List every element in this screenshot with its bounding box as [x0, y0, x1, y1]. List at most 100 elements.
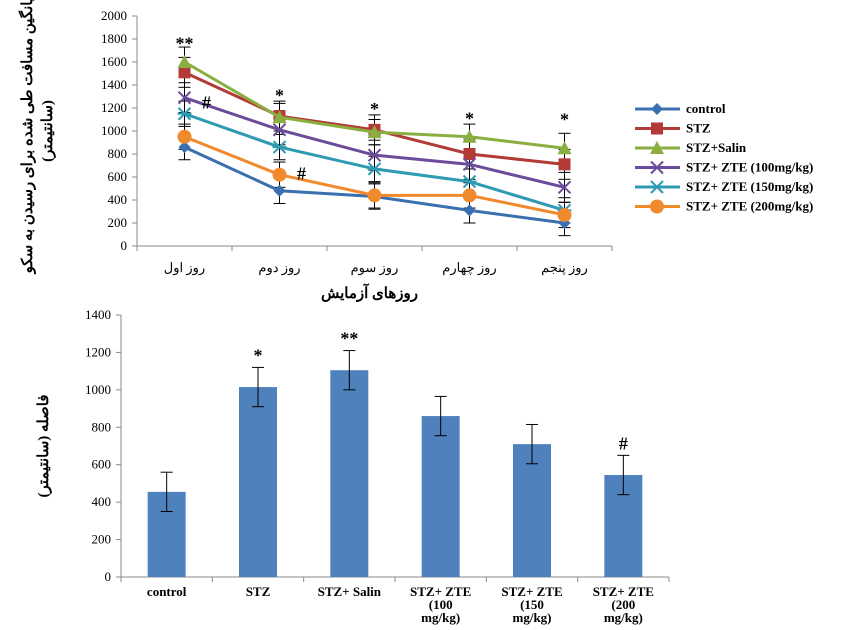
- data-point: [177, 107, 192, 121]
- x-tick-label: روز دوم: [258, 260, 300, 276]
- legend-item: control: [635, 101, 726, 116]
- x-tick-label: mg/kg): [421, 610, 460, 625]
- significance-marker: #: [619, 433, 628, 453]
- x-tick-label: STZ+ ZTE: [410, 584, 471, 599]
- x-tick-label: (150: [520, 597, 544, 612]
- y-tick-label: 200: [92, 532, 112, 547]
- significance-marker: #: [202, 92, 211, 112]
- y-tick-label: 1400: [101, 77, 127, 92]
- y-tick-label: 200: [108, 215, 128, 230]
- x-tick-label: روز سوم: [351, 260, 399, 276]
- y-tick-label: 1800: [101, 31, 127, 46]
- y-tick-label: 1600: [101, 54, 127, 69]
- legend-label: control: [686, 101, 726, 116]
- data-point: [651, 122, 663, 135]
- y-axis-title-text: فاصله (سانتیمتر): [36, 394, 52, 497]
- significance-marker: *: [465, 108, 474, 128]
- significance-marker: *: [275, 85, 284, 105]
- data-point: [177, 90, 192, 105]
- significance-marker: **: [176, 34, 194, 54]
- data-point: [272, 167, 287, 182]
- y-tick-label: 800: [108, 146, 128, 161]
- data-point: [273, 184, 286, 197]
- y-tick-label: 1000: [85, 382, 111, 397]
- data-point: [557, 141, 572, 155]
- x-tick-label: control: [147, 584, 187, 599]
- y-axis-title: فاصله (سانتیمتر): [36, 394, 52, 497]
- x-tick-label: mg/kg): [604, 610, 643, 625]
- y-tick-label: 1200: [101, 100, 127, 115]
- data-point-stroke: [462, 157, 477, 172]
- data-point: [650, 141, 664, 154]
- data-point: [367, 148, 382, 162]
- y-axis-title-line: (سانتیمتر): [40, 100, 56, 162]
- series: [177, 90, 572, 195]
- x-tick-label: STZ+ Salin: [318, 584, 382, 599]
- y-tick-label: 1200: [85, 344, 111, 359]
- data-point: [650, 180, 664, 194]
- data-point: [178, 141, 191, 154]
- x-tick-label: روز اول: [164, 260, 205, 276]
- data-point: [462, 174, 477, 189]
- line-chart: 0 200 400 600 800 1000 1200 1400 1600 1800 2000 روز…: [18, 0, 813, 302]
- legend-label: STZ+ ZTE (200mg/kg): [686, 199, 813, 214]
- data-point-stroke: [557, 180, 572, 195]
- bar: [330, 370, 369, 577]
- data-point: [177, 55, 192, 68]
- data-point: [462, 157, 477, 172]
- significance-marker: *: [560, 110, 569, 130]
- x-tick-label: STZ+ ZTE: [593, 584, 654, 599]
- data-point: [650, 199, 664, 214]
- legend-label: STZ+Salin: [686, 140, 747, 155]
- legend-item: STZ+ ZTE (150mg/kg): [635, 179, 813, 194]
- x-axis-title: روزهای آزمایش: [321, 283, 418, 302]
- x-tick-label: STZ+ ZTE: [501, 584, 562, 599]
- y-tick-label: 400: [108, 192, 128, 207]
- bar: [513, 444, 551, 577]
- series: [177, 55, 572, 155]
- data-point: [557, 180, 572, 195]
- bar: [421, 416, 460, 577]
- data-point: [367, 188, 382, 203]
- y-axis-title-line: میانگین مسافت طی شده برای رسیدن به سکو: [18, 0, 36, 274]
- y-axis-title: میانگین مسافت طی شده برای رسیدن به سکو (س…: [18, 0, 56, 274]
- bar-chart: 0 200 400 600 800 1000 1200 1400 فاصله (سانتیمتر…: [36, 307, 670, 625]
- y-tick-label: 0: [105, 569, 112, 584]
- data-point-stroke: [272, 123, 287, 137]
- y-tick-label: 400: [92, 494, 112, 509]
- data-point: [462, 188, 477, 203]
- data-point: [463, 204, 476, 217]
- data-point: [177, 129, 192, 144]
- y-tick-label: 1400: [85, 307, 111, 322]
- x-tick-label: (100: [429, 597, 453, 612]
- legend-item: STZ+Salin: [635, 140, 747, 155]
- legend-label: STZ+ ZTE (150mg/kg): [686, 179, 813, 194]
- significance-marker: *: [254, 345, 263, 365]
- y-tick-label: 800: [92, 419, 112, 434]
- data-point-stroke: [650, 160, 664, 175]
- data-point: [272, 140, 287, 154]
- data-point: [557, 207, 572, 222]
- legend-item: STZ: [635, 121, 711, 136]
- series: [177, 129, 572, 222]
- legend-label: STZ+ ZTE (100mg/kg): [686, 160, 813, 175]
- x-tick-label: mg/kg): [513, 610, 552, 625]
- series: [177, 107, 572, 218]
- data-point: [272, 110, 287, 124]
- y-tick-label: 600: [92, 457, 112, 472]
- data-point-stroke: [177, 90, 192, 105]
- y-tick-label: 0: [121, 238, 128, 253]
- x-tick-label: (200: [611, 597, 635, 612]
- legend: control STZ STZ+Salin STZ+ ZTE (100mg/kg) ST…: [635, 101, 813, 214]
- data-point: [650, 160, 664, 175]
- data-point-stroke: [367, 148, 382, 162]
- legend-item: STZ+ ZTE (100mg/kg): [635, 160, 813, 175]
- data-point: [272, 123, 287, 137]
- y-tick-label: 600: [108, 169, 128, 184]
- y-tick-label: 1000: [101, 123, 127, 138]
- data-point: [651, 103, 663, 115]
- significance-marker: *: [370, 99, 379, 119]
- y-tick-label: 2000: [101, 8, 127, 23]
- x-tick-label: روز پنجم: [541, 260, 588, 276]
